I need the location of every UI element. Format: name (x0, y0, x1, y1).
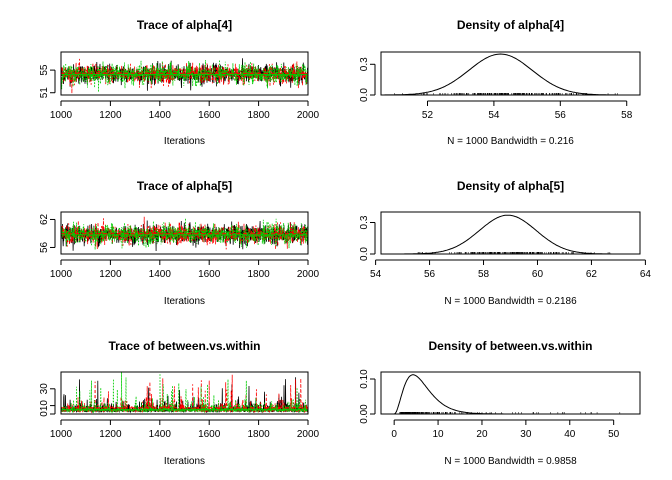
y-tick-label: 0.3 (359, 57, 370, 71)
chart-title: Trace of alpha[5] (137, 179, 232, 193)
x-axis-label: N = 1000 Bandwidth = 0.9858 (444, 456, 577, 467)
y-tick-label: 10 (39, 400, 50, 412)
y-tick-label: 30 (39, 383, 50, 395)
trace-series-2 (61, 58, 308, 94)
x-tick-label: 40 (564, 429, 576, 440)
y-tick-label: 51 (39, 87, 50, 99)
x-axis-label: N = 1000 Bandwidth = 0.2186 (444, 296, 577, 307)
x-tick-label: 1400 (149, 269, 172, 280)
y-tick-label: 0.00 (359, 404, 370, 424)
plot-frame (60, 51, 309, 96)
y-tick-label: 0.3 (359, 215, 370, 229)
x-tick-label: 1600 (198, 429, 221, 440)
plot-frame (380, 211, 641, 255)
x-tick-label: 1200 (99, 429, 122, 440)
x-tick-label: 0 (391, 429, 397, 440)
x-tick-label: 1400 (149, 429, 172, 440)
plot-area (61, 372, 308, 414)
y-tick-label: 55 (39, 64, 50, 76)
x-tick-label: 54 (370, 269, 382, 280)
x-tick-label: 1800 (247, 110, 270, 121)
x-tick-label: 60 (532, 269, 544, 280)
trace-series-1 (61, 58, 308, 91)
y-tick-label: 0 (39, 411, 50, 417)
chart-panel-4: Density of alpha[5] N = 1000 Bandwidth = … (359, 179, 651, 307)
y-tick-label: 62 (39, 213, 50, 225)
x-tick-label: 30 (520, 429, 532, 440)
chart-panel-6: Density of between.vs.within N = 1000 Ban… (359, 339, 641, 467)
x-tick-label: 50 (608, 429, 620, 440)
chart-title: Density of alpha[4] (457, 18, 564, 32)
chart-panel-3: Trace of alpha[5] Iterations 1000 1200 1400 1… (39, 179, 320, 307)
x-tick-label: 2000 (297, 269, 320, 280)
x-axis-label: Iterations (164, 296, 205, 307)
x-tick-label: 10 (433, 429, 445, 440)
y-tick-label: 0.0 (359, 247, 370, 261)
x-tick-label: 62 (586, 269, 598, 280)
plot-area (393, 374, 623, 414)
x-tick-label: 20 (476, 429, 488, 440)
y-tick-label: 0.0 (359, 88, 370, 102)
density-curve (381, 53, 630, 95)
x-axis-label: Iterations (164, 456, 205, 467)
plot-area (381, 53, 630, 95)
chart-panel-2: Density of alpha[4] N = 1000 Bandwidth = … (359, 18, 641, 147)
x-tick-label: 2000 (297, 429, 320, 440)
plot-area (381, 214, 632, 254)
x-tick-label: 2000 (297, 110, 320, 121)
density-curve (381, 214, 632, 254)
x-tick-label: 1400 (149, 110, 172, 121)
x-tick-label: 1200 (99, 110, 122, 121)
x-tick-label: 1800 (247, 269, 270, 280)
trace-series-3 (61, 59, 308, 93)
y-tick-label: 56 (39, 241, 50, 253)
x-axis-label: Iterations (164, 136, 205, 147)
chart-title: Density of between.vs.within (428, 339, 592, 353)
plot-area (61, 216, 308, 252)
x-tick-label: 54 (488, 110, 500, 121)
chart-title: Trace of between.vs.within (108, 339, 260, 353)
x-tick-label: 1600 (198, 110, 221, 121)
x-tick-label: 1200 (99, 269, 122, 280)
x-tick-label: 52 (422, 110, 434, 121)
chart-panel-5: Trace of between.vs.within Iterations 1000… (39, 339, 320, 467)
plot-frame (380, 371, 641, 415)
x-tick-label: 1000 (50, 269, 73, 280)
plot-frame (60, 211, 309, 255)
chart-title: Density of alpha[5] (457, 179, 564, 193)
x-tick-label: 58 (478, 269, 490, 280)
x-tick-label: 1000 (50, 110, 73, 121)
trace-series-2 (61, 216, 308, 250)
plot-frame (60, 371, 309, 415)
x-tick-label: 58 (621, 110, 633, 121)
plot-frame (380, 51, 641, 96)
x-tick-label: 1600 (198, 269, 221, 280)
y-tick-label: 0.10 (359, 369, 370, 389)
density-curve (393, 374, 623, 414)
x-tick-label: 64 (640, 269, 652, 280)
chart-title: Trace of alpha[4] (137, 18, 232, 32)
x-tick-label: 1800 (247, 429, 270, 440)
plot-area (61, 58, 308, 94)
x-tick-label: 1000 (50, 429, 73, 440)
x-axis-label: N = 1000 Bandwidth = 0.216 (447, 136, 574, 147)
x-tick-label: 56 (424, 269, 436, 280)
x-tick-label: 56 (555, 110, 567, 121)
chart-panel-1: Trace of alpha[4] Iterations 1000 1200 1400 1… (39, 18, 320, 147)
